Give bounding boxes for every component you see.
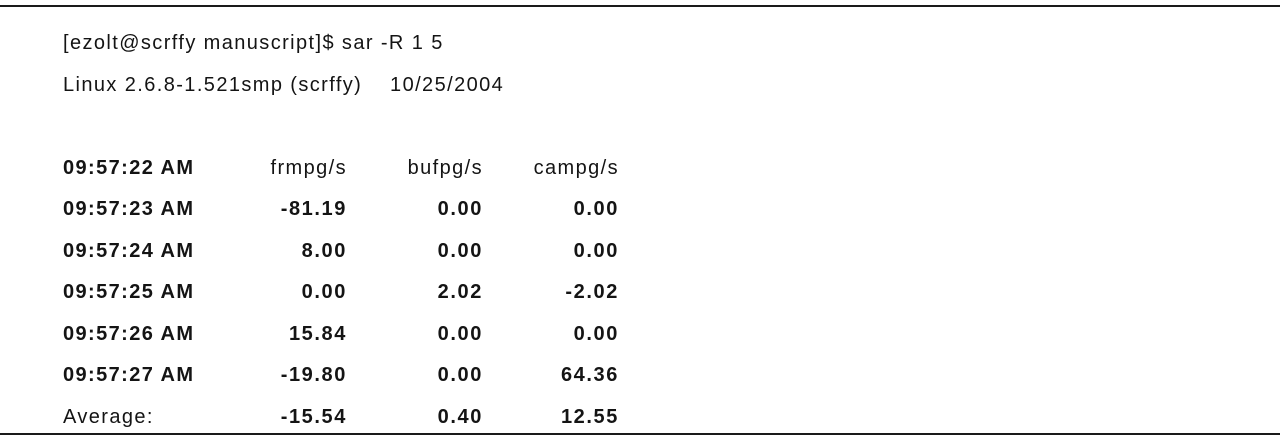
- command-prompt-line: [ezolt@scrffy manuscript]$ sar -R 1 5: [63, 32, 444, 54]
- row-bufpg: 0.00: [437, 364, 483, 386]
- terminal-output[interactable]: [ezolt@scrffy manuscript]$ sar -R 1 5 Li…: [63, 23, 619, 438]
- header-time: 09:57:22 AM: [63, 156, 195, 179]
- table-row: 09:57:27 AM -19.80 0.00 64.36: [63, 355, 619, 397]
- row-bufpg: 0.00: [437, 239, 483, 262]
- row-campg: 0.00: [573, 198, 619, 220]
- row-campg: 64.36: [560, 364, 619, 386]
- table-row: 09:57:26 AM 15.84 0.00 0.00: [63, 314, 619, 356]
- row-time: 09:57:24 AM: [63, 239, 195, 262]
- row-campg: -2.02: [565, 281, 619, 303]
- header-frmpg: frmpg/s: [270, 156, 347, 179]
- average-frmpg: -15.54: [280, 405, 347, 428]
- row-time: 09:57:25 AM: [63, 281, 195, 303]
- row-frmpg: 0.00: [301, 281, 347, 303]
- row-campg: 0.00: [573, 322, 619, 345]
- table-row: 09:57:23 AM -81.19 0.00 0.00: [63, 189, 619, 231]
- row-frmpg: 15.84: [288, 322, 347, 345]
- header-bufpg: bufpg/s: [407, 156, 483, 179]
- row-time: 09:57:26 AM: [63, 322, 195, 345]
- system-info-line: Linux 2.6.8-1.521smp (scrffy) 10/25/2004: [63, 73, 505, 96]
- blank-line: [63, 106, 619, 148]
- average-bufpg: 0.40: [437, 405, 483, 428]
- average-label: Average:: [63, 405, 154, 428]
- row-bufpg: 0.00: [437, 198, 483, 220]
- row-campg: 0.00: [573, 239, 619, 262]
- row-bufpg: 0.00: [437, 322, 483, 345]
- output-frame: [ezolt@scrffy manuscript]$ sar -R 1 5 Li…: [0, 5, 1280, 435]
- table-row: 09:57:24 AM 8.00 0.00 0.00: [63, 231, 619, 273]
- average-row: Average: -15.54 0.40 12.55: [63, 397, 619, 439]
- header-campg: campg/s: [533, 156, 619, 179]
- row-frmpg: -81.19: [280, 198, 347, 220]
- column-header-row: 09:57:22 AM frmpg/s bufpg/s campg/s: [63, 148, 619, 190]
- row-time: 09:57:27 AM: [63, 364, 195, 386]
- row-frmpg: -19.80: [280, 364, 347, 386]
- average-campg: 12.55: [560, 405, 619, 428]
- row-time: 09:57:23 AM: [63, 198, 195, 220]
- row-bufpg: 2.02: [437, 281, 483, 303]
- row-frmpg: 8.00: [301, 239, 347, 262]
- table-row: 09:57:25 AM 0.00 2.02 -2.02: [63, 272, 619, 314]
